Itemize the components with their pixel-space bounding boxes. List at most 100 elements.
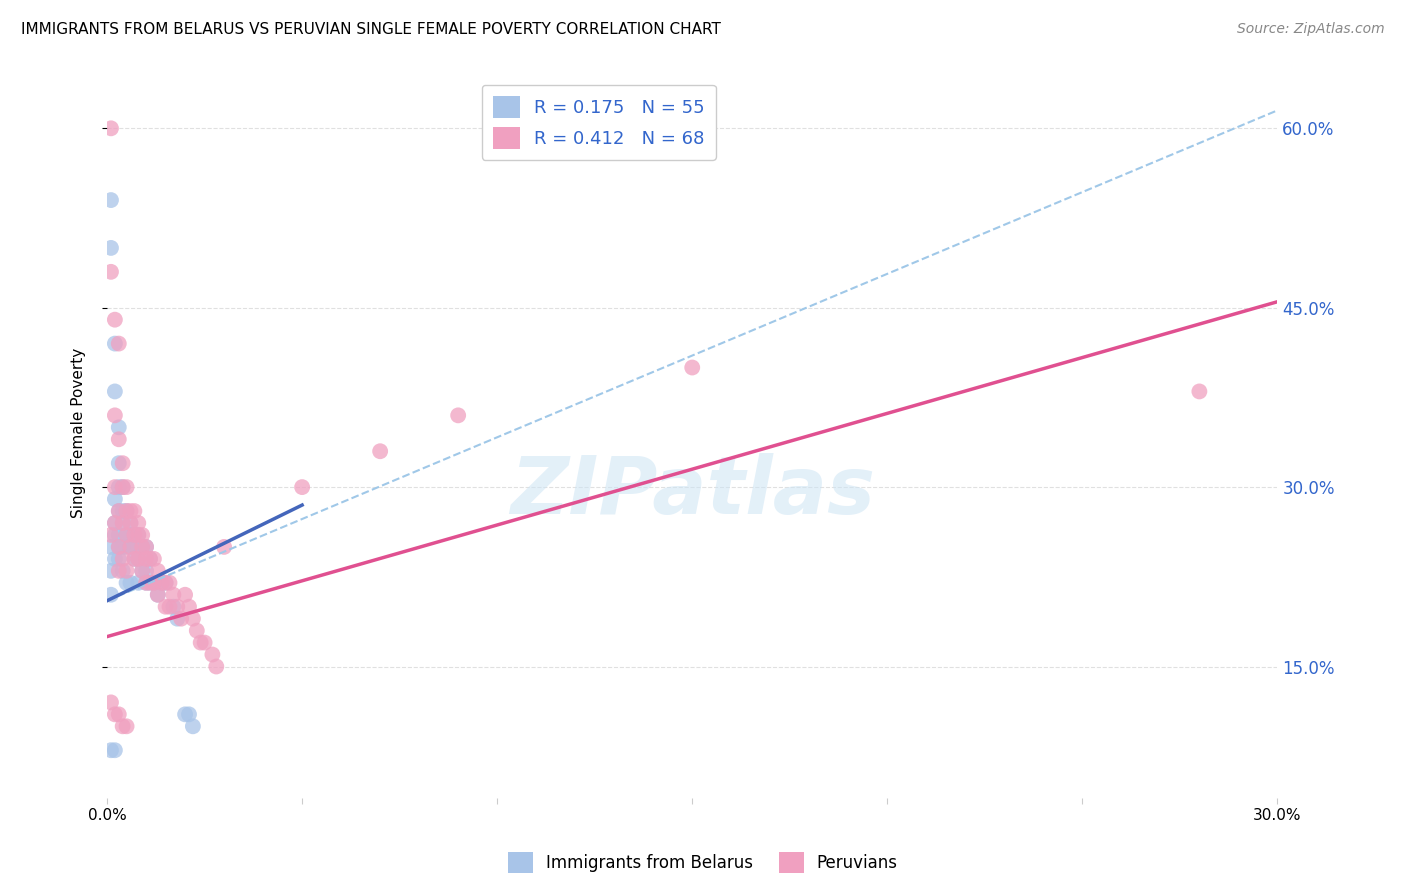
Point <box>104 384 127 399</box>
Point <box>115 480 138 494</box>
Point <box>100 121 122 136</box>
Point <box>104 409 127 423</box>
Point <box>104 516 127 530</box>
Point <box>139 575 162 590</box>
Point <box>115 504 138 518</box>
Point <box>135 575 157 590</box>
Point <box>127 528 149 542</box>
Point <box>111 540 134 554</box>
Point <box>104 336 127 351</box>
Point <box>104 516 127 530</box>
Point <box>166 612 188 626</box>
Point <box>135 564 157 578</box>
Legend: R = 0.175   N = 55, R = 0.412   N = 68: R = 0.175 N = 55, R = 0.412 N = 68 <box>482 85 716 160</box>
Point <box>124 528 146 542</box>
Point <box>124 504 146 518</box>
Point <box>150 575 173 590</box>
Point <box>135 575 157 590</box>
Point <box>127 552 149 566</box>
Point <box>107 707 129 722</box>
Point <box>127 575 149 590</box>
Point <box>107 540 129 554</box>
Point <box>127 552 149 566</box>
Point <box>159 575 181 590</box>
Point <box>111 516 134 530</box>
Point <box>142 552 165 566</box>
Point <box>194 635 217 649</box>
Point <box>104 312 127 326</box>
Point <box>115 528 138 542</box>
Point <box>111 552 134 566</box>
Point <box>107 504 129 518</box>
Point <box>155 575 177 590</box>
Point <box>162 588 184 602</box>
Point <box>111 480 134 494</box>
Point <box>107 504 129 518</box>
Point <box>107 420 129 434</box>
Point <box>111 480 134 494</box>
Point <box>131 564 153 578</box>
Point <box>120 516 142 530</box>
Point <box>205 659 228 673</box>
Point <box>100 564 122 578</box>
Point <box>104 480 127 494</box>
Point <box>212 540 235 554</box>
Y-axis label: Single Female Poverty: Single Female Poverty <box>72 348 86 518</box>
Point <box>100 743 122 757</box>
Point <box>177 599 200 614</box>
Point <box>107 564 129 578</box>
Point <box>120 528 142 542</box>
Point <box>124 528 146 542</box>
Point <box>139 575 162 590</box>
Point <box>139 552 162 566</box>
Point <box>142 575 165 590</box>
Point <box>111 516 134 530</box>
Point <box>111 456 134 470</box>
Point <box>177 707 200 722</box>
Point <box>159 599 181 614</box>
Point <box>1188 384 1211 399</box>
Point <box>150 575 173 590</box>
Point <box>107 540 129 554</box>
Point <box>181 612 204 626</box>
Point <box>115 528 138 542</box>
Point <box>111 564 134 578</box>
Point <box>170 612 193 626</box>
Point <box>146 588 169 602</box>
Point <box>124 540 146 554</box>
Point <box>100 540 122 554</box>
Point <box>155 575 177 590</box>
Point <box>291 480 314 494</box>
Point <box>174 707 197 722</box>
Point <box>100 265 122 279</box>
Point <box>146 564 169 578</box>
Point <box>131 528 153 542</box>
Point <box>127 528 149 542</box>
Point <box>115 564 138 578</box>
Point <box>139 552 162 566</box>
Point <box>135 540 157 554</box>
Point <box>104 707 127 722</box>
Point <box>135 540 157 554</box>
Point <box>135 552 157 566</box>
Point <box>100 241 122 255</box>
Point <box>107 528 129 542</box>
Point <box>115 504 138 518</box>
Point <box>104 552 127 566</box>
Point <box>201 648 224 662</box>
Point <box>107 336 129 351</box>
Point <box>127 516 149 530</box>
Point <box>166 599 188 614</box>
Point <box>681 360 703 375</box>
Point <box>120 540 142 554</box>
Point <box>104 528 127 542</box>
Point <box>107 456 129 470</box>
Point <box>146 588 169 602</box>
Point <box>100 193 122 207</box>
Point <box>111 719 134 733</box>
Point <box>107 480 129 494</box>
Point <box>131 540 153 554</box>
Point <box>131 564 153 578</box>
Point <box>131 540 153 554</box>
Point <box>115 540 138 554</box>
